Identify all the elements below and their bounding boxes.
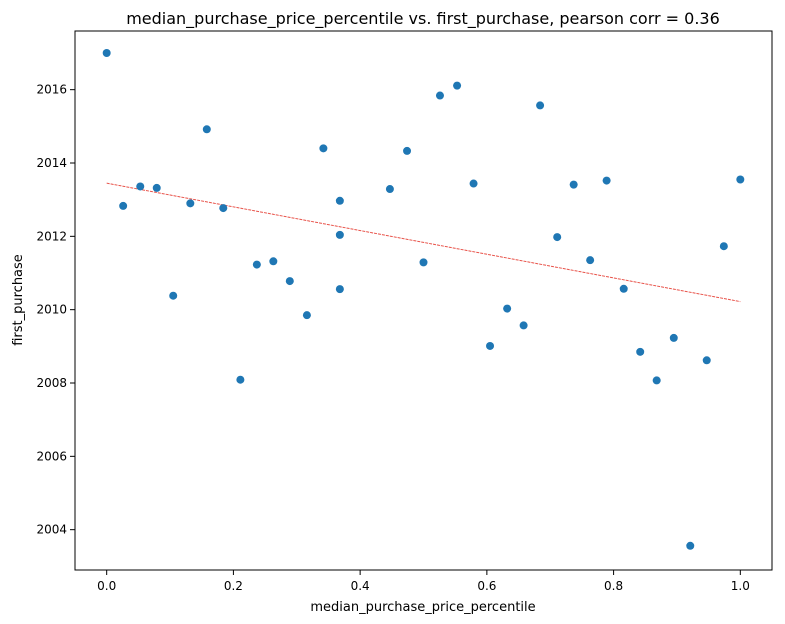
data-point (536, 101, 545, 110)
x-axis: 0.0 0.2 0.4 0.6 0.8 1.0 (97, 570, 750, 593)
y-axis-label: first_purchase (11, 254, 26, 346)
y-axis: 2004 2006 2008 2010 2012 2014 2016 (36, 83, 75, 537)
data-point (636, 347, 645, 356)
data-point (736, 175, 745, 184)
plot-area (102, 49, 745, 550)
data-point (335, 196, 344, 205)
x-axis-label: median_purchase_price_percentile (310, 600, 535, 615)
data-point (252, 260, 261, 269)
data-point (319, 144, 328, 153)
data-point (119, 201, 128, 210)
data-point (435, 91, 444, 100)
data-point (236, 375, 245, 384)
data-point (453, 81, 462, 90)
data-point (335, 285, 344, 294)
data-point (702, 356, 711, 365)
x-tick-label: 1.0 (731, 579, 750, 593)
y-tick-label: 2006 (36, 449, 67, 463)
data-point (569, 180, 578, 189)
data-point (419, 258, 428, 267)
data-point (503, 304, 512, 313)
data-point (686, 541, 695, 550)
data-point (553, 233, 562, 242)
x-tick-label: 0.0 (97, 579, 116, 593)
data-point (269, 257, 278, 266)
y-tick-label: 2004 (36, 523, 67, 537)
plot-frame (74, 30, 773, 571)
y-tick-label: 2008 (36, 376, 67, 390)
data-point (136, 182, 145, 191)
x-tick-label: 0.8 (604, 579, 623, 593)
data-point (186, 199, 195, 208)
data-point (719, 242, 728, 251)
data-point (335, 230, 344, 239)
data-point (619, 284, 628, 293)
x-tick-label: 0.2 (224, 579, 243, 593)
chart-title: median_purchase_price_percentile vs. fir… (126, 9, 720, 29)
y-tick-label: 2010 (36, 303, 67, 317)
data-point (469, 179, 478, 188)
data-point (219, 204, 228, 213)
y-tick-label: 2016 (36, 83, 67, 97)
data-point (152, 183, 161, 192)
data-point (285, 277, 294, 286)
data-point (403, 146, 412, 155)
data-point (602, 176, 611, 185)
data-point (669, 333, 678, 342)
x-tick-label: 0.6 (477, 579, 496, 593)
data-point (302, 311, 311, 320)
y-tick-label: 2012 (36, 229, 67, 243)
data-point (586, 256, 595, 265)
data-point (486, 341, 495, 350)
data-point (519, 321, 528, 330)
data-point (102, 49, 111, 57)
data-point (652, 376, 661, 385)
data-point (385, 185, 394, 194)
trend-line (106, 182, 741, 303)
y-tick-label: 2014 (36, 156, 67, 170)
data-point (202, 125, 211, 134)
data-point (169, 291, 178, 300)
x-tick-label: 0.4 (351, 579, 370, 593)
